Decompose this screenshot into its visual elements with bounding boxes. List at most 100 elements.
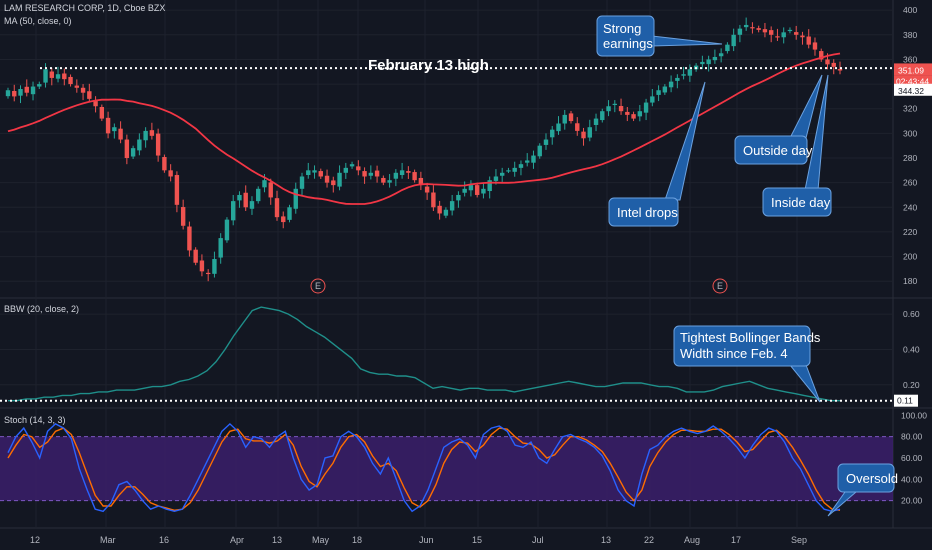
x-tick-label: 12 [30,535,40,545]
candle-body [562,114,567,124]
ma-legend: MA (50, close, 0) [4,16,72,26]
x-tick-label: 13 [601,535,611,545]
candle-body [262,180,267,188]
candle-body [418,177,424,186]
candle-body [362,171,367,177]
stoch-tick-label: 80.00 [901,432,923,442]
candle-body [205,272,211,275]
stoch-band [0,436,893,501]
candle-body [343,167,349,173]
candle-body [775,36,780,38]
candle-body [243,192,248,208]
price-tick-label: 260 [903,178,917,188]
candle-body [406,171,411,173]
x-tick-label: 17 [731,535,741,545]
stoch-d-line [7,427,841,512]
bbw-value-tag [894,394,918,407]
bbw-note-pointer [788,364,821,403]
candle-body [675,77,680,81]
candle-body [399,170,405,176]
candle-body [155,133,161,156]
candle-body [55,74,61,79]
candle-body [5,90,11,97]
x-tick-label: Apr [230,535,244,545]
price-tick-label: 320 [903,104,917,114]
candle-body [299,176,305,189]
stoch-k-line [7,422,841,513]
price-tick-label: 380 [903,30,917,40]
earnings-marker[interactable] [712,278,728,294]
candle-body [575,123,580,131]
candle-body [62,73,67,80]
x-tick-label: May [312,535,330,545]
candle-body [281,216,286,223]
candle-body [324,175,330,183]
candle-body [531,155,536,163]
strong-earnings-pointer [651,35,723,47]
candle-body [193,249,198,263]
candle-body [74,85,80,88]
price-tick-label: 360 [903,54,917,64]
candle-body [706,59,711,65]
bbw-tick-label: 0.20 [903,380,920,390]
earnings-marker[interactable] [310,278,326,294]
candle-body [112,127,117,132]
candle-body [768,30,774,35]
earnings-marker-label: E [717,281,723,291]
bbw-tick-label: 0.60 [903,309,920,319]
candle-body [312,170,317,173]
oversold-note-text: Oversold [846,471,898,486]
candle-body [681,74,686,76]
candle-body [368,172,374,176]
candle-body [424,186,430,193]
candle-body [687,69,693,76]
candle-body [143,130,148,141]
candle-body [643,102,649,113]
candle-body [662,86,668,93]
candle-body [593,118,599,125]
x-tick-label: 16 [159,535,169,545]
candle-body [162,157,167,171]
candle-body [293,188,298,209]
candle-body [187,226,192,251]
candle-body [349,164,355,167]
candle-body [12,90,17,97]
bbw-value-label: 0.11 [897,396,913,406]
candle-body [137,139,142,151]
candle-body [743,24,749,28]
candle-body [30,86,36,95]
candle-body [750,27,755,29]
candle-body [618,106,624,112]
last-price-tag [894,63,932,76]
candle-body [631,114,636,119]
price-tick-label: 180 [903,276,917,286]
candle-body [787,29,793,32]
candle-body [737,28,743,35]
candle-body [462,188,467,193]
candle-body [412,172,417,181]
candle-body [149,130,155,136]
candle-body [180,207,186,226]
x-tick-label: 18 [352,535,362,545]
bbw-note-text: Tightest Bollinger Bands Width since Feb.… [680,330,821,361]
candle-body [231,201,236,221]
candle-body [87,91,92,99]
candle-body [600,111,605,121]
candle-body [93,101,98,107]
candle-body [130,148,136,157]
stoch-title: Stoch (14, 3, 3) [4,415,66,425]
candle-body [556,123,561,132]
x-tick-label: Aug [684,535,700,545]
countdown-label: 02:43:44 [896,76,929,86]
strong-earnings-note [596,15,655,57]
candle-body [118,128,123,140]
candle-body [550,129,555,138]
candle-body [493,176,499,181]
candle-body [224,219,230,241]
x-tick-label: Mar [100,535,116,545]
candle-body [274,198,280,218]
candle-body [800,35,805,38]
candle-body [506,170,511,172]
candle-body [512,167,517,172]
